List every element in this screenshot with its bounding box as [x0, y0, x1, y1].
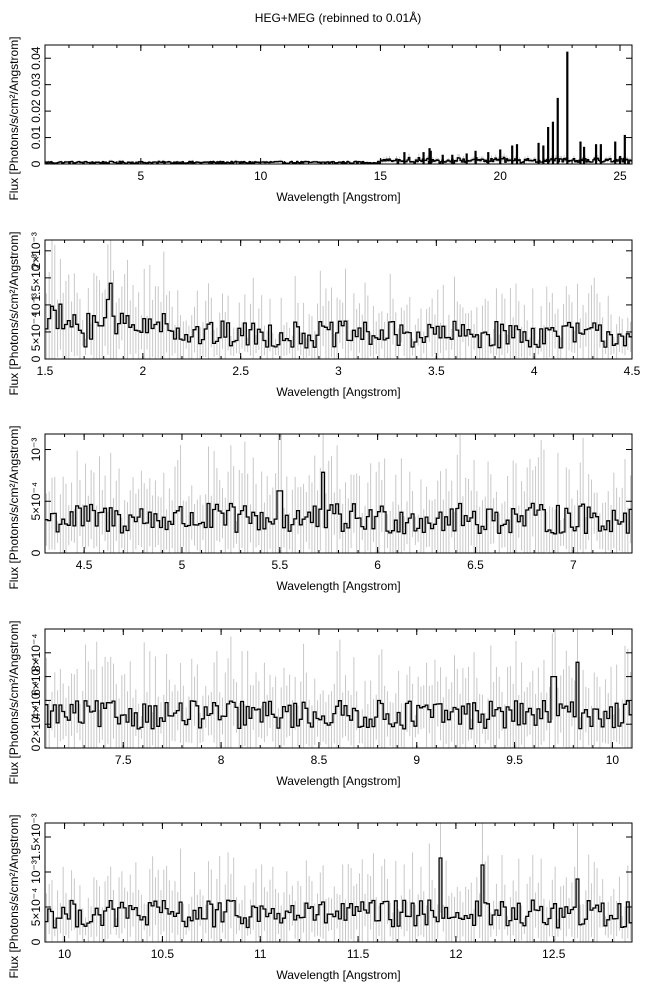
chart-panel-3: 4.5 5 5.5 6 6.5 7 0 5×10⁻⁴ 10⁻³ Wavelength [Angst…: [7, 425, 633, 593]
x-tick-label: 20: [494, 169, 508, 183]
x-axis-label: Wavelength [Angstrom]: [276, 579, 400, 593]
x-tick-label: 15: [374, 169, 388, 183]
x-tick-label: 7: [570, 558, 577, 572]
x-tick-label: 5: [179, 558, 186, 572]
y-axis: 02×10⁻⁴4×10⁻⁴6×10⁻⁴8×10⁻⁴: [29, 634, 632, 751]
y-tick-label: 6×10⁻⁴: [29, 657, 43, 696]
spectrum-line: [45, 857, 632, 929]
x-axis-label: Wavelength [Angstrom]: [276, 385, 400, 399]
y-tick-label: 0.03: [29, 73, 43, 97]
y-tick-label: 0: [29, 938, 43, 945]
y-tick-label: 1.5×10⁻³: [29, 813, 43, 860]
x-tick-label: 6: [374, 558, 381, 572]
x-tick-label: 7.5: [115, 753, 132, 767]
y-axis-label: Flux [Photons/s/cm²/Angstrom]: [7, 620, 21, 784]
y-tick-label: 10⁻³: [29, 438, 43, 462]
y-axis: 0 5×10⁻⁴10⁻³1.5×10⁻³2×10⁻³: [29, 232, 632, 362]
x-axis: 4.5 5 5.5 6 6.5 7: [44, 434, 633, 572]
x-tick-label: 11: [254, 947, 267, 961]
spectrum-line: [45, 471, 632, 535]
x-axis-label: Wavelength [Angstrom]: [276, 190, 400, 204]
y-tick-label: 5×10⁻⁴: [29, 313, 43, 352]
x-axis: 7.5 8 8.5 9 9.5 10: [44, 629, 633, 767]
y-tick-label: 0: [29, 549, 43, 556]
x-tick-label: 9: [413, 753, 420, 767]
x-tick-label: 25: [613, 169, 627, 183]
y-axis-label: Flux [Photons/s/cm²/Angstrom]: [7, 425, 21, 589]
spectrum-line: [45, 156, 632, 164]
figure-title: HEG+MEG (rebinned to 0.01Å): [255, 10, 421, 25]
x-tick-label: 4.5: [76, 558, 93, 572]
y-axis-label: Flux [Photons/s/cm²/Angstrom]: [7, 814, 21, 978]
x-tick-label: 2.5: [232, 364, 249, 378]
x-tick-label: 10: [254, 169, 268, 183]
x-axis: 10 10.5 11 11.5 12 12.5: [44, 823, 633, 961]
plot-frame: [44, 44, 633, 165]
y-tick-label: 0.02: [29, 99, 43, 123]
x-tick-label: 1.5: [37, 364, 54, 378]
y-tick-label: 0.01: [29, 126, 43, 150]
plot-area: [45, 51, 632, 164]
x-tick-label: 12: [449, 947, 463, 961]
y-tick-label: 1.5×10⁻³: [29, 254, 43, 301]
x-tick-label: 12.5: [542, 947, 566, 961]
y-axis: 0 5×10⁻⁴ 10⁻³1.5×10⁻³: [29, 813, 632, 945]
error-bars: [45, 434, 632, 553]
x-axis: 1.5 2 2.5 3 3.5 4 4.5: [37, 240, 641, 378]
spectrum-line: [45, 282, 632, 349]
x-tick-label: 10.5: [151, 947, 175, 961]
x-tick-label: 2: [139, 364, 146, 378]
x-tick-label: 9.5: [506, 753, 523, 767]
y-axis: 0 5×10⁻⁴ 10⁻³: [29, 438, 632, 556]
y-tick-label: 0: [29, 160, 43, 167]
y-tick-label: 10⁻³: [29, 860, 43, 884]
error-bars: [45, 823, 632, 942]
y-axis: 0 0.01 0.02 0.03 0.04: [29, 46, 632, 167]
x-tick-label: 3.5: [428, 364, 445, 378]
y-tick-label: 8×10⁻⁴: [29, 634, 43, 673]
y-axis-label: Flux [Photons/s/cm²/Angstrom]: [7, 36, 21, 200]
y-tick-label: 0.04: [29, 46, 43, 70]
x-tick-label: 5: [137, 169, 144, 183]
plot-area: [45, 823, 632, 942]
y-tick-label: 5×10⁻⁴: [29, 888, 43, 927]
y-axis-label: Flux [Photons/s/cm²/Angstrom]: [7, 231, 21, 395]
x-axis-label: Wavelength [Angstrom]: [276, 968, 400, 982]
x-tick-label: 11.5: [347, 947, 370, 961]
x-tick-label: 5.5: [271, 558, 288, 572]
chart-panel-2: 1.5 2 2.5 3 3.5 4 4.5 0 5×10⁻⁴10⁻³1.5×10⁻³2×10⁻³…: [7, 231, 641, 399]
plot-area: [45, 434, 632, 553]
x-axis-label: Wavelength [Angstrom]: [276, 774, 400, 788]
chart-panel-4: 7.5 8 8.5 9 9.5 10 02×10⁻⁴4×10⁻⁴6×10⁻⁴8×10⁻⁴ Wa…: [7, 620, 633, 788]
x-tick-label: 4: [531, 364, 538, 378]
error-bars: [45, 629, 632, 748]
y-tick-label: 2×10⁻⁴: [29, 705, 43, 744]
x-tick-label: 8: [218, 753, 225, 767]
x-tick-label: 10: [606, 753, 620, 767]
x-tick-label: 3: [335, 364, 342, 378]
y-tick-label: 0: [29, 744, 43, 751]
chart-panel-1: 5 10 15 20 25 0 0.01 0.02 0.03 0.04 Wavelength [An…: [7, 36, 633, 204]
x-axis: 5 10 15 20 25: [44, 45, 627, 183]
y-tick-label: 10⁻³: [29, 293, 43, 317]
y-tick-label: 4×10⁻⁴: [29, 681, 43, 720]
x-tick-label: 8.5: [311, 753, 328, 767]
x-tick-label: 10: [58, 947, 72, 961]
spectrum-line: [45, 661, 632, 730]
x-tick-label: 4.5: [624, 364, 641, 378]
emission-lines: [403, 51, 626, 164]
y-tick-label: 2×10⁻³: [29, 232, 43, 269]
y-tick-label: 5×10⁻⁴: [29, 482, 43, 521]
plot-area: [45, 629, 632, 748]
chart-panel-5: 10 10.5 11 11.5 12 12.5 0 5×10⁻⁴ 10⁻³1.5×10⁻³ Wav…: [7, 813, 633, 982]
x-tick-label: 6.5: [467, 558, 484, 572]
y-tick-label: 0: [29, 355, 43, 362]
plot-area: [45, 240, 632, 359]
